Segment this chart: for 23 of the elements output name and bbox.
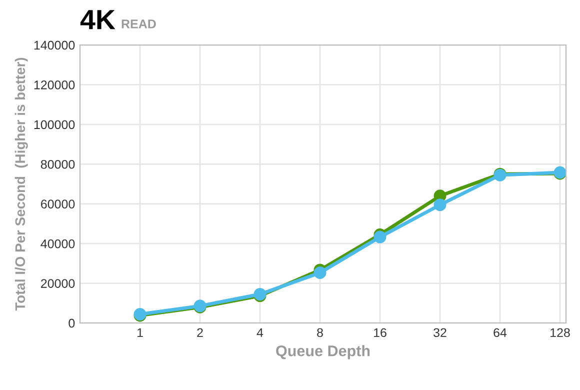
x-tick-label: 32 (434, 328, 446, 338)
y-tick-label: 0 (68, 318, 75, 328)
y-tick-label: 20000 (41, 279, 75, 288)
y-tick-label: 80000 (40, 160, 75, 169)
x-tick-label: 64 (494, 328, 507, 338)
point (374, 230, 386, 244)
chart-subtitle: READ (122, 20, 156, 28)
y-axis-title: Total I/O Per Second (Higher is better) (14, 58, 28, 311)
y-tick-label: 60000 (41, 200, 75, 209)
x-tick-label: 4 (256, 328, 264, 337)
x-tick-label: 16 (374, 328, 386, 338)
y-tick-label: 100000 (34, 120, 75, 130)
x-tick-label: 8 (317, 328, 323, 338)
x-tick-label: 1 (137, 328, 143, 337)
point (434, 198, 446, 212)
chart-title: 4K (80, 10, 116, 30)
y-tick-label: 140000 (34, 40, 75, 50)
y-tick-label: 120000 (34, 80, 75, 90)
x-tick-label: 2 (197, 328, 203, 337)
x-axis-title: Queue Depth (276, 345, 370, 360)
x-tick-label: 128 (550, 328, 570, 338)
point (314, 266, 326, 280)
y-tick-label: 40000 (40, 239, 75, 248)
